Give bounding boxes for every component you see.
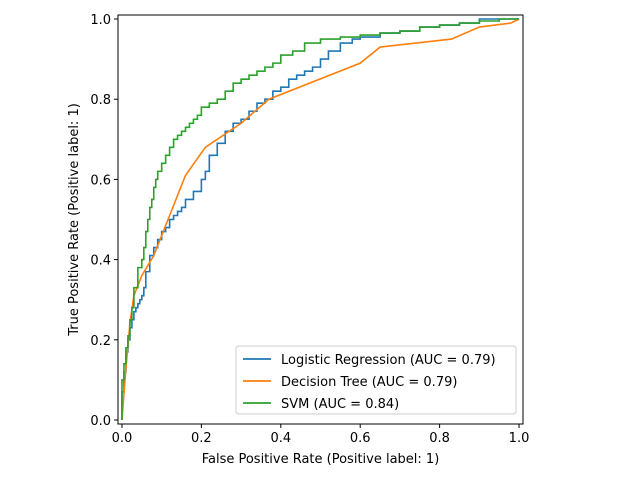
axes-frame — [117, 14, 524, 425]
legend-entry-label: Decision Tree (AUC = 0.79) — [281, 375, 457, 390]
y-tick-label: 0.8 — [90, 93, 111, 108]
x-tick-label: 0.4 — [270, 431, 291, 446]
x-axis-label: False Positive Rate (Positive label: 1) — [202, 452, 440, 467]
y-tick-label: 0.6 — [90, 173, 111, 188]
y-axis-label: True Positive Rate (Positive label: 1) — [67, 103, 82, 337]
series-line-2 — [121, 18, 520, 420]
y-tick-label: 0.4 — [90, 254, 111, 269]
legend-box — [235, 345, 517, 415]
x-tick-label: 0.0 — [112, 431, 133, 446]
legend: Logistic Regression (AUC = 0.79) Decision… — [235, 345, 517, 415]
legend-entry-label: SVM (AUC = 0.84) — [281, 397, 399, 412]
y-tick-label: 0.2 — [90, 334, 111, 349]
x-tick-label: 0.6 — [350, 431, 371, 446]
series-line-0 — [121, 18, 520, 420]
legend-entry-label: Logistic Regression (AUC = 0.79) — [281, 353, 496, 368]
x-tick-label: 1.0 — [509, 431, 530, 446]
x-tick-label: 0.2 — [191, 431, 212, 446]
plot-area: 0.0 0.2 0.4 0.6 0.8 1.0 0.0 0.2 0.4 0.6 0.8 1.0 — [90, 13, 529, 446]
axis-ticks: 0.0 0.2 0.4 0.6 0.8 1.0 0.0 0.2 0.4 0.6 0.8 1.0 — [90, 13, 529, 446]
y-tick-label: 1.0 — [90, 13, 111, 28]
x-tick-label: 0.8 — [429, 431, 450, 446]
y-tick-label: 0.0 — [90, 414, 111, 429]
series-lines — [121, 18, 520, 421]
